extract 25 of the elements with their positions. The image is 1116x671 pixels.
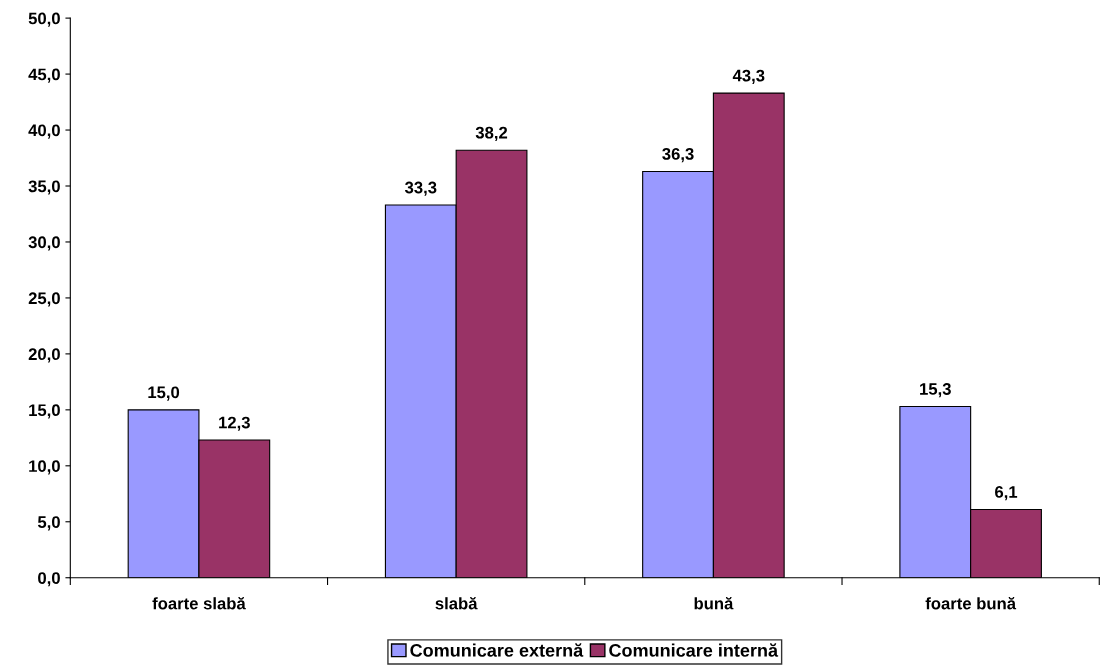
data-label: 33,3 — [404, 181, 437, 196]
y-tick-label: 15,0 — [29, 404, 60, 419]
y-tick-label: 50,0 — [28, 12, 60, 27]
y-tick-label: 25,0 — [28, 292, 60, 307]
y-tick-label: 0,0 — [38, 572, 60, 587]
y-tick-label: 35,0 — [28, 180, 60, 195]
data-label: 15,0 — [148, 386, 180, 401]
data-label: 15,3 — [920, 383, 951, 398]
x-tick-label: slabă — [435, 597, 478, 610]
data-label: 38,2 — [475, 126, 508, 141]
y-tick-label: 30,0 — [28, 236, 60, 251]
legend-label: Comunicare internă — [609, 643, 779, 657]
y-tick-label: 45,0 — [28, 68, 60, 83]
y-tick-label: 10,0 — [29, 460, 60, 475]
data-label: 6,1 — [995, 486, 1018, 501]
legend-label: Comunicare externă — [410, 643, 584, 657]
x-tick-label: foarte bună — [925, 597, 1017, 610]
data-label: 43,3 — [732, 69, 765, 84]
data-label: 12,3 — [219, 416, 250, 431]
y-tick-label: 5,0 — [37, 516, 60, 531]
y-tick-label: 40,0 — [28, 124, 60, 139]
x-tick-label: bună — [694, 597, 734, 610]
x-tick-label: foarte slabă — [152, 597, 246, 610]
y-tick-label: 20,0 — [28, 348, 60, 363]
data-label: 36,3 — [662, 148, 694, 163]
